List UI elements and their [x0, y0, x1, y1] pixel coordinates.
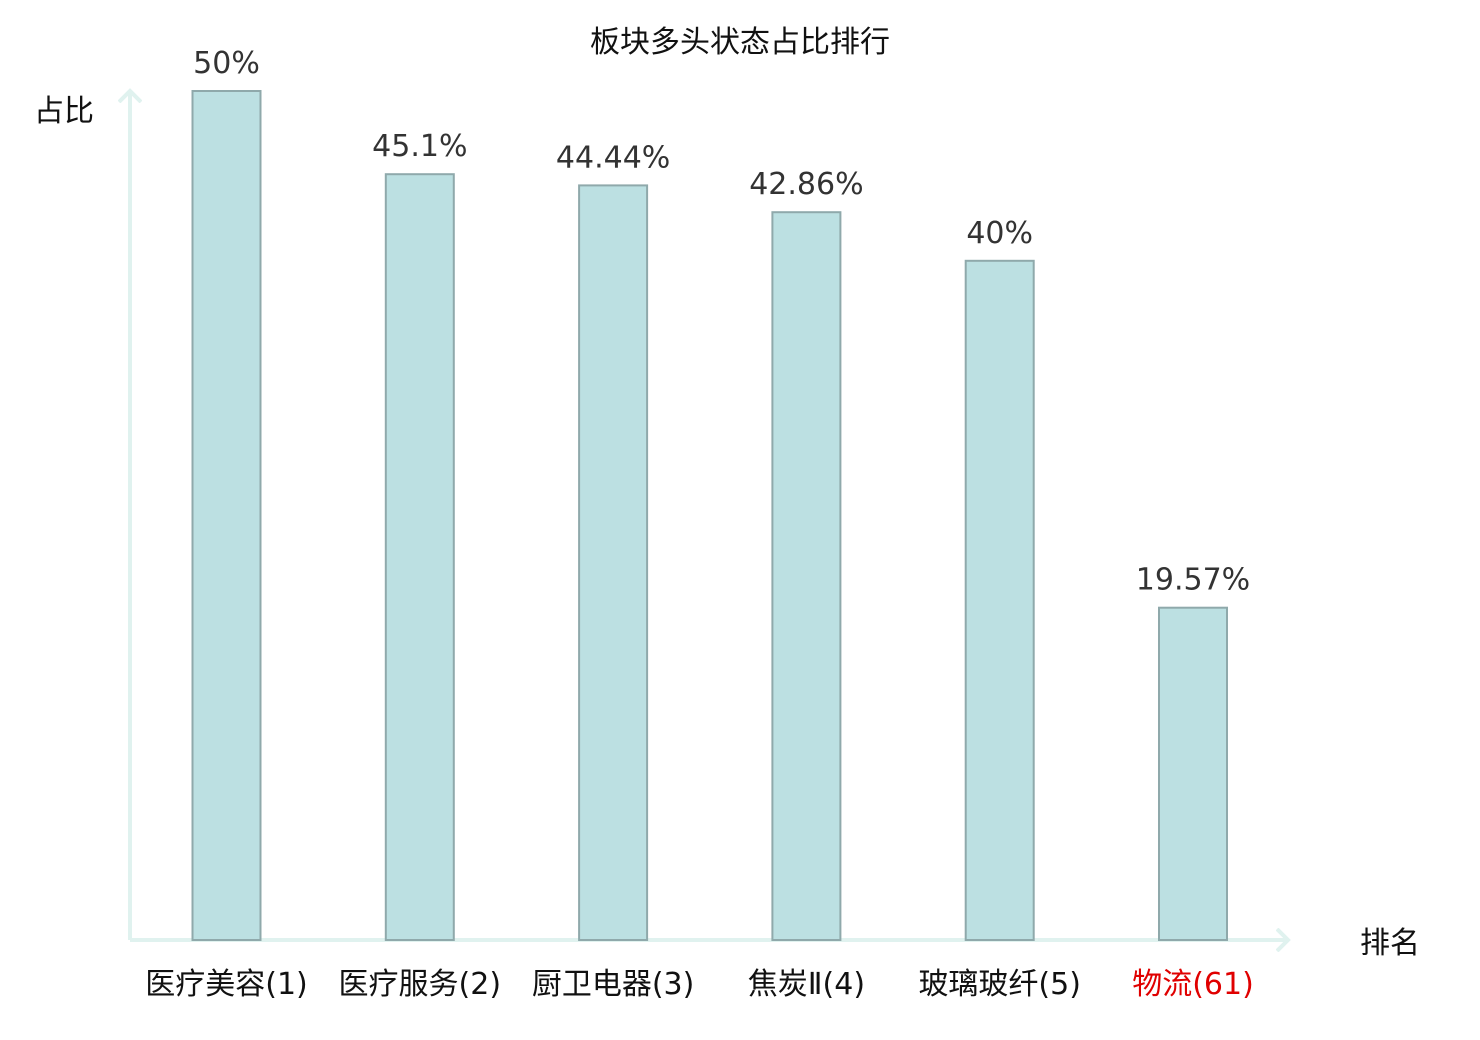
bar — [191, 90, 262, 941]
bar — [578, 184, 649, 941]
bar — [384, 173, 455, 941]
bars-group — [191, 90, 1228, 941]
bar-value-label: 45.1% — [372, 129, 467, 164]
category-tick-label: 物流(61) — [1132, 967, 1254, 1002]
y-axis-label: 占比 — [34, 94, 94, 129]
bar-value-label: 42.86% — [749, 167, 863, 202]
bar-value-label: 40% — [966, 216, 1033, 251]
value-labels-group: 50% 45.1% 44.44% 42.86% 40% 19.57% — [193, 46, 1250, 598]
category-tick-label: 焦炭Ⅱ(4) — [748, 967, 865, 1002]
bar-value-label: 50% — [193, 46, 260, 81]
bar — [1158, 606, 1228, 941]
bar — [771, 211, 842, 941]
category-tick-label: 医疗美容(1) — [145, 967, 308, 1002]
category-tick-label: 玻璃玻纤(5) — [918, 967, 1081, 1002]
x-axis-label: 排名 — [1360, 926, 1420, 961]
category-tick-label: 医疗服务(2) — [339, 967, 502, 1002]
bar-value-label: 44.44% — [556, 140, 670, 175]
bar — [964, 259, 1035, 941]
chart-title: 板块多头状态占比排行 — [590, 25, 890, 60]
category-tick-label: 厨卫电器(3) — [532, 967, 695, 1002]
category-labels-group: 医疗美容(1) 医疗服务(2) 厨卫电器(3) 焦炭Ⅱ(4) 玻璃玻纤(5) 物流(61) — [145, 967, 1254, 1002]
bar-value-label: 19.57% — [1136, 563, 1250, 598]
